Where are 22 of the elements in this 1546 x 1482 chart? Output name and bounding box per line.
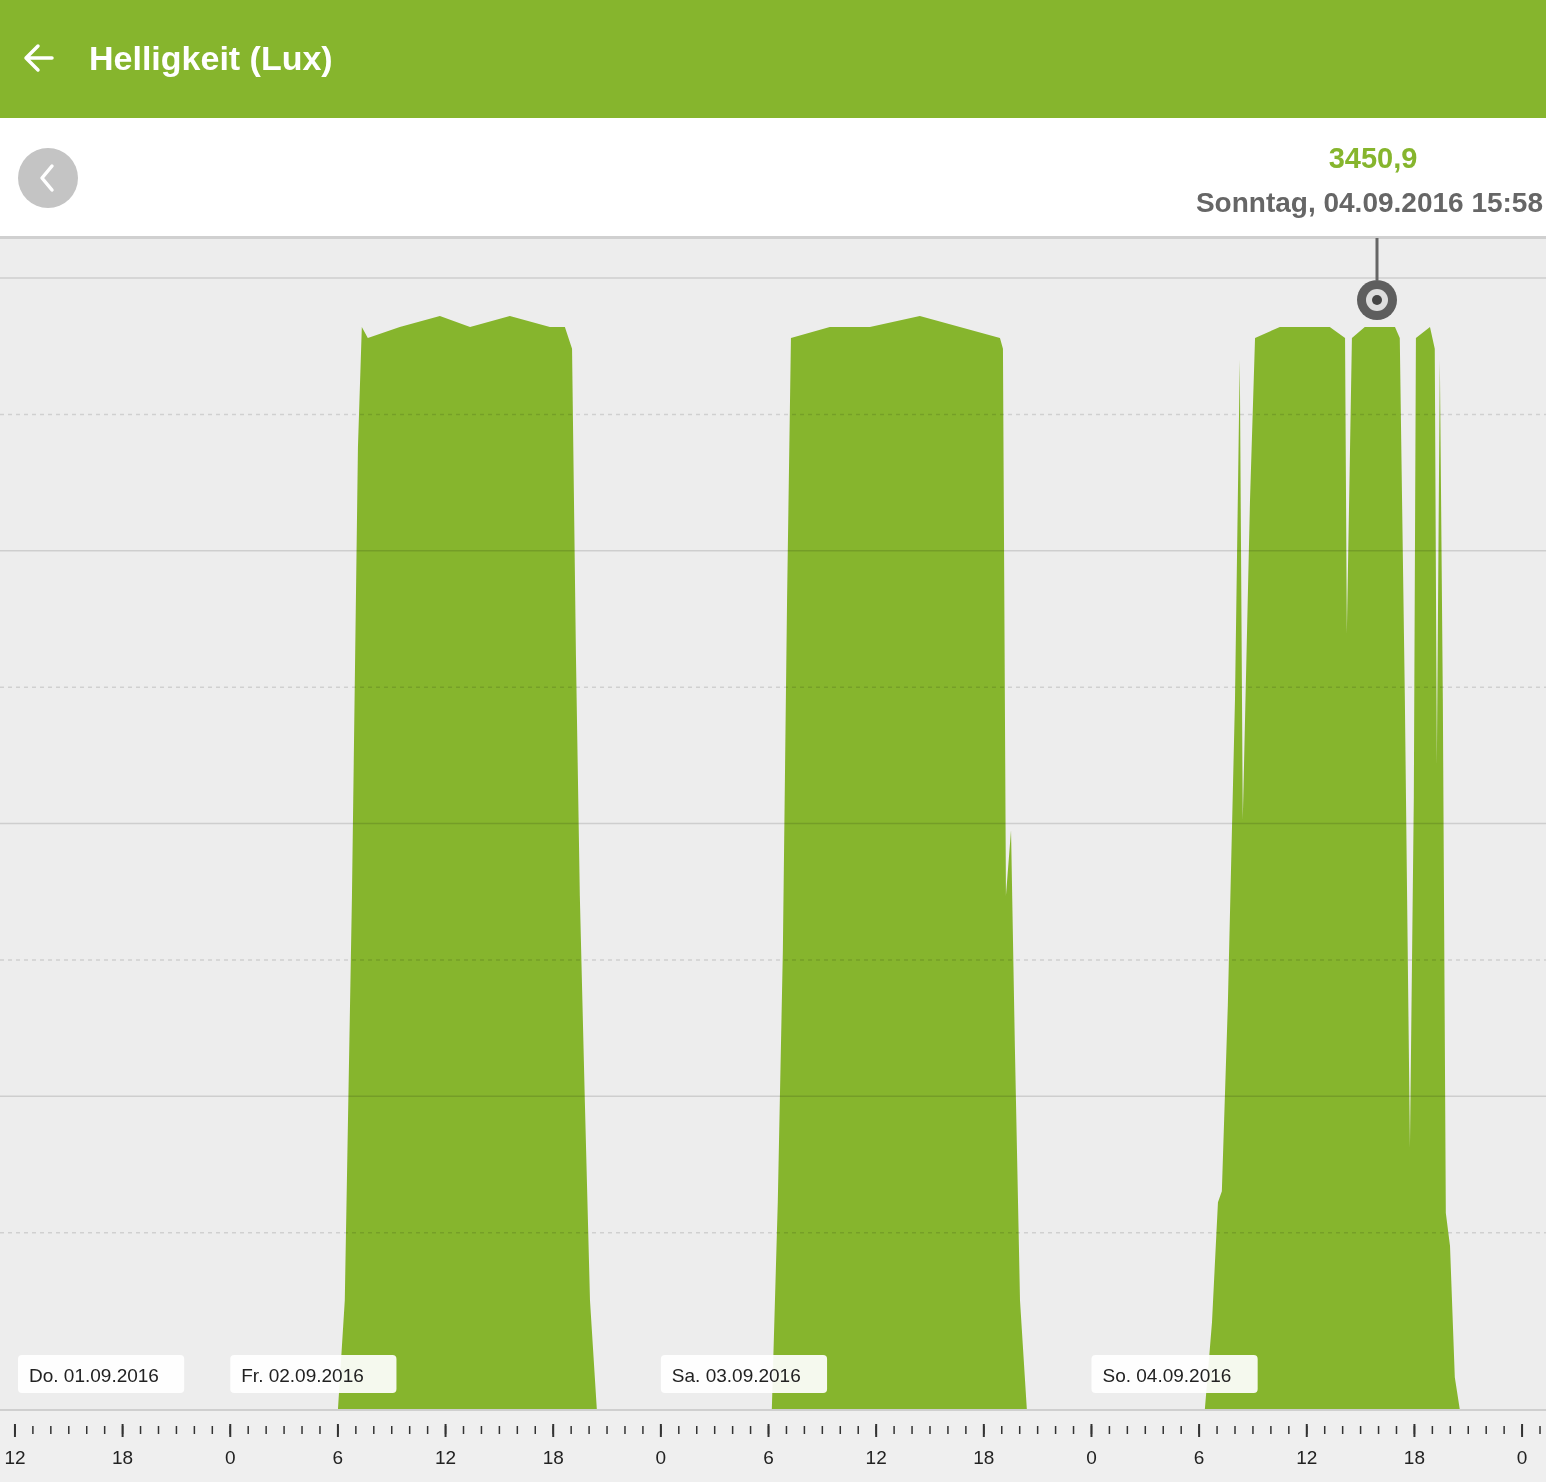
text: Sonntag, 04.09.2016 15:58: [1195, 187, 1543, 218]
x-tick-label: 6: [1193, 1447, 1205, 1468]
x-tick-label: 6: [763, 1447, 774, 1468]
annotation: Do. 01.09.2016: [29, 1365, 159, 1386]
x-tick-label: 0: [224, 1447, 236, 1468]
x-tick-label: 6: [332, 1447, 344, 1468]
x-tick-label: 12: [4, 1447, 26, 1468]
x-tick-label: 18: [112, 1447, 134, 1468]
x-tick-label: 12: [434, 1447, 457, 1468]
annotation: Sa. 03.09.2016: [671, 1365, 801, 1386]
x-tick-label: 12: [1296, 1447, 1318, 1468]
x-tick-label: 0: [655, 1447, 667, 1468]
x-tick-label: 18: [973, 1447, 995, 1468]
x-tick-label: 0: [1086, 1447, 1097, 1468]
annotation: So. 04.09.2016: [1102, 1365, 1232, 1386]
chart-title: Helligkeit (Lux): [89, 39, 333, 77]
x-tick-label: 18: [542, 1447, 564, 1468]
annotation: Fr. 02.09.2016: [241, 1365, 364, 1386]
x-tick-label: 18: [1403, 1447, 1425, 1468]
x-tick-label: 0: [1516, 1447, 1528, 1468]
x-tick-label: 12: [865, 1447, 887, 1468]
text: 3450,9: [1328, 142, 1418, 174]
